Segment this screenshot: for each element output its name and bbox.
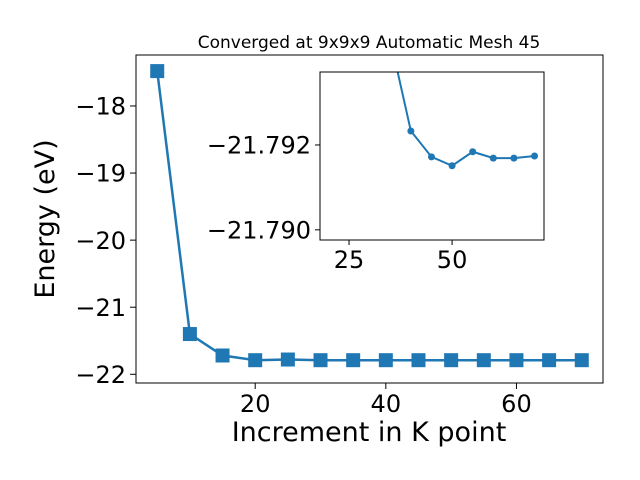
y-tick-label: −21 — [75, 294, 126, 322]
series-group — [150, 64, 589, 368]
marker — [531, 152, 539, 160]
marker — [444, 353, 459, 368]
marker — [427, 153, 435, 161]
marker — [509, 353, 524, 368]
x-tick-label: 25 — [334, 246, 365, 274]
marker — [346, 353, 361, 368]
y-tick-label: −21.792 — [207, 132, 311, 160]
marker — [489, 154, 497, 162]
marker — [574, 353, 589, 368]
x-axis-label: Increment in K point — [232, 417, 507, 448]
marker — [378, 353, 393, 368]
y-tick-label: −18 — [75, 93, 126, 121]
marker — [542, 353, 557, 368]
y-tick-label: −21.790 — [207, 216, 311, 244]
marker — [407, 127, 415, 135]
x-tick-label: 50 — [437, 246, 468, 274]
y-tick-label: −20 — [75, 227, 126, 255]
y-tick-label: −22 — [75, 361, 126, 389]
axes-frame — [319, 71, 545, 241]
series-group — [396, 72, 539, 170]
x-tick-label: 60 — [501, 390, 532, 418]
marker — [469, 148, 477, 156]
x-tick-label: 40 — [371, 390, 402, 418]
x-tick-label: 20 — [240, 390, 271, 418]
marker — [182, 327, 197, 342]
y-tick-label: −19 — [75, 160, 126, 188]
marker — [448, 162, 456, 170]
marker — [150, 64, 165, 79]
marker — [510, 154, 518, 162]
marker — [476, 353, 491, 368]
marker — [313, 353, 328, 368]
y-axis-label: Energy (eV) — [30, 139, 61, 298]
axes-frame — [135, 54, 604, 384]
marker — [411, 353, 426, 368]
marker — [215, 348, 230, 363]
marker — [280, 352, 295, 367]
chart-title: Converged at 9x9x9 Automatic Mesh 45 — [198, 33, 541, 53]
marker — [248, 353, 263, 368]
